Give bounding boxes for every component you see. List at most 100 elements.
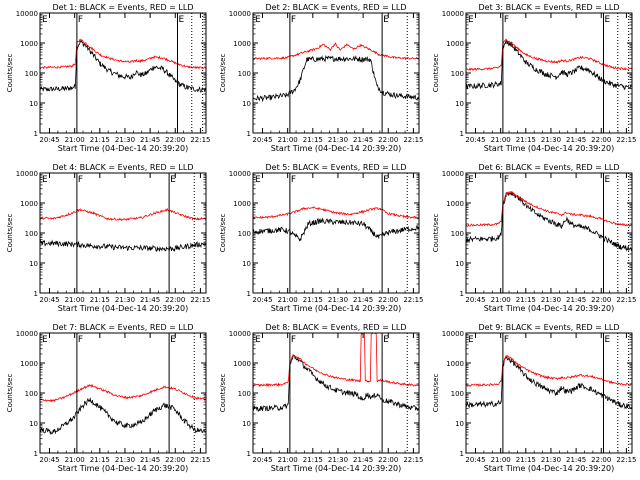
x-axis-label: Start Time (04-Dec-14 20:39:20) — [484, 464, 615, 473]
y-tick-label: 10 — [29, 260, 38, 268]
y-tick-label: 1 — [34, 450, 38, 458]
x-tick-label: 21:00 — [65, 136, 85, 144]
x-tick-label: 21:45 — [140, 136, 160, 144]
y-tick-label: 10 — [29, 100, 38, 108]
y-axis-label: Counts/sec — [432, 54, 440, 93]
flag-end: E — [170, 175, 176, 185]
y-tick-label: 10 — [455, 260, 464, 268]
y-tick-label: 100 — [238, 230, 251, 238]
x-axis-label: Start Time (04-Dec-14 20:39:20) — [484, 144, 615, 153]
y-tick-label: 1000 — [20, 200, 38, 208]
flag-start: F — [78, 15, 83, 25]
plot-frame — [465, 332, 633, 454]
y-axis-label: Counts/sec — [432, 374, 440, 413]
flag-end: E — [383, 15, 389, 25]
x-tick-label: 21:30 — [115, 136, 135, 144]
flag-end: E — [468, 15, 474, 25]
y-tick-label: 10000 — [16, 170, 38, 178]
flag-end: E — [604, 175, 610, 185]
y-tick-label: 10000 — [442, 10, 464, 18]
y-tick-label: 100 — [25, 390, 38, 398]
x-tick-label: 22:15 — [616, 296, 636, 304]
flag-end: E — [42, 15, 48, 25]
y-tick-label: 1 — [460, 290, 464, 298]
flag-end: E — [468, 175, 474, 185]
y-axis-label: Counts/sec — [6, 374, 14, 413]
x-tick-label: 22:15 — [190, 296, 210, 304]
y-tick-label: 100 — [451, 390, 464, 398]
y-tick-label: 100 — [451, 70, 464, 78]
plot-area — [466, 190, 632, 252]
panel-title: Det 3: BLACK = Events, RED = LLD — [479, 3, 620, 12]
y-tick-label: 10000 — [442, 330, 464, 338]
flag-start: F — [291, 15, 296, 25]
lld-series-line — [253, 42, 419, 61]
plot-frame — [252, 172, 420, 294]
panel-title: Det 4: BLACK = Events, RED = LLD — [53, 163, 194, 172]
x-tick-label: 21:15 — [516, 296, 536, 304]
x-tick-label: 22:15 — [616, 136, 636, 144]
y-tick-label: 10 — [455, 420, 464, 428]
y-tick-label: 1000 — [233, 360, 251, 368]
x-tick-label: 22:00 — [378, 296, 398, 304]
x-tick-label: 21:45 — [353, 456, 373, 464]
y-tick-label: 1000 — [233, 40, 251, 48]
lld-series-line — [253, 333, 419, 388]
x-axis-label: Start Time (04-Dec-14 20:39:20) — [271, 464, 402, 473]
y-tick-label: 1000 — [446, 40, 464, 48]
flag-end: E — [383, 175, 389, 185]
flag-end: E — [255, 15, 261, 25]
plot-area — [40, 38, 206, 93]
y-tick-label: 1000 — [20, 40, 38, 48]
y-tick-label: 10 — [455, 100, 464, 108]
flag-start: F — [504, 15, 509, 25]
panel-title: Det 9: BLACK = Events, RED = LLD — [479, 323, 620, 332]
detector-panel-4: F E E 1 10 100 1000 10000 20:45 21:00 21:15 21:30 21… — [6, 163, 211, 313]
x-tick-label: 22:00 — [378, 136, 398, 144]
y-axis-label: Counts/sec — [432, 214, 440, 253]
plot-frame — [465, 12, 633, 134]
y-tick-label: 10 — [242, 260, 251, 268]
x-tick-label: 22:00 — [165, 456, 185, 464]
y-tick-label: 1 — [247, 450, 251, 458]
lld-series-line — [253, 206, 419, 220]
flag-end: E — [42, 335, 48, 345]
y-tick-label: 10000 — [442, 170, 464, 178]
plot-area — [253, 206, 419, 242]
y-tick-label: 10 — [29, 420, 38, 428]
x-tick-label: 22:00 — [378, 456, 398, 464]
flag-end: E — [170, 335, 176, 345]
x-tick-label: 21:30 — [541, 136, 561, 144]
events-series-line — [40, 397, 206, 436]
panel-title: Det 7: BLACK = Events, RED = LLD — [53, 323, 194, 332]
y-tick-label: 100 — [238, 70, 251, 78]
x-tick-label: 21:00 — [278, 296, 298, 304]
x-tick-label: 22:15 — [190, 456, 210, 464]
y-tick-label: 1 — [460, 450, 464, 458]
y-tick-label: 1 — [460, 130, 464, 138]
x-tick-label: 21:45 — [566, 456, 586, 464]
detector-panel-6: F E E 1 10 100 1000 10000 20:45 21:00 21:15 21:30 21… — [432, 163, 637, 313]
x-axis-label: Start Time (04-Dec-14 20:39:20) — [271, 304, 402, 313]
y-tick-label: 10000 — [229, 330, 251, 338]
flag-end: E — [42, 175, 48, 185]
x-tick-label: 22:00 — [165, 296, 185, 304]
x-tick-label: 20:45 — [252, 136, 272, 144]
y-tick-label: 1000 — [233, 200, 251, 208]
panel-title: Det 2: BLACK = Events, RED = LLD — [266, 3, 407, 12]
y-axis-label: Counts/sec — [6, 214, 14, 253]
events-series-line — [253, 54, 419, 103]
plot-area — [253, 42, 419, 103]
x-tick-label: 21:45 — [353, 296, 373, 304]
x-tick-label: 21:00 — [65, 456, 85, 464]
flag-start: F — [78, 335, 83, 345]
plot-frame — [39, 12, 207, 134]
y-tick-label: 1000 — [20, 360, 38, 368]
x-axis-label: Start Time (04-Dec-14 20:39:20) — [58, 144, 189, 153]
detector-panel-3: F E E 1 10 100 1000 10000 20:45 21:00 21:15 21:30 21… — [432, 3, 637, 153]
detector-panel-2: F E E 1 10 100 1000 10000 20:45 21:00 21:15 21:30 21… — [219, 3, 424, 153]
x-tick-label: 22:00 — [591, 136, 611, 144]
lld-series-line — [466, 355, 632, 388]
detector-panel-8: F E E 1 10 100 1000 10000 20:45 21:00 21:15 21:30 21… — [219, 323, 424, 473]
